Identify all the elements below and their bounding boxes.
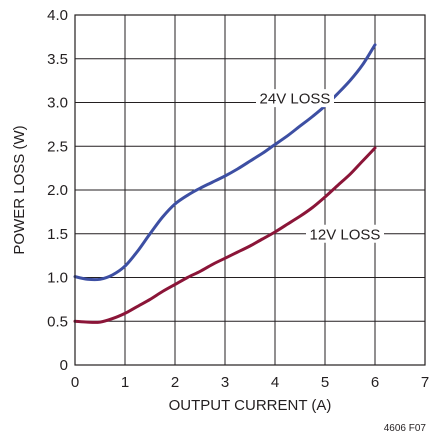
series-line-12v [73, 146, 377, 324]
x-axis-label: OUTPUT CURRENT (A) [169, 397, 332, 414]
series-labels: 24V LOSS 12V LOSS [256, 89, 384, 243]
y-axis-label: POWER LOSS (W) [11, 125, 28, 254]
y-tick-label: 1.0 [47, 270, 68, 287]
x-tick-label: 6 [371, 374, 379, 391]
series-label-background [256, 89, 334, 108]
series-label: 24V LOSS [260, 91, 331, 108]
y-tick-label: 0 [60, 357, 68, 374]
y-tick-label: 0.5 [47, 313, 68, 330]
y-tick-label: 3.5 [47, 51, 68, 68]
y-tick-label: 2.0 [47, 182, 68, 199]
y-tick-labels: 0 0.5 1.0 1.5 2.0 2.5 3.0 3.5 4.0 [47, 7, 68, 374]
y-tick-label: 2.5 [47, 138, 68, 155]
y-tick-label: 4.0 [47, 7, 68, 24]
x-tick-labels: 0 1 2 3 4 5 6 7 [71, 374, 429, 391]
x-tick-label: 5 [321, 374, 329, 391]
x-tick-label: 4 [271, 374, 279, 391]
series-label-background [306, 224, 384, 243]
x-tick-label: 2 [171, 374, 179, 391]
x-tick-label: 0 [71, 374, 79, 391]
figure-number: 4606 F07 [384, 423, 427, 434]
y-tick-label: 1.5 [47, 226, 68, 243]
series-label: 12V LOSS [310, 226, 381, 243]
y-tick-label: 3.0 [47, 95, 68, 112]
x-tick-label: 3 [221, 374, 229, 391]
plot-frame [74, 14, 426, 366]
x-tick-label: 7 [421, 374, 429, 391]
x-tick-label: 1 [121, 374, 129, 391]
